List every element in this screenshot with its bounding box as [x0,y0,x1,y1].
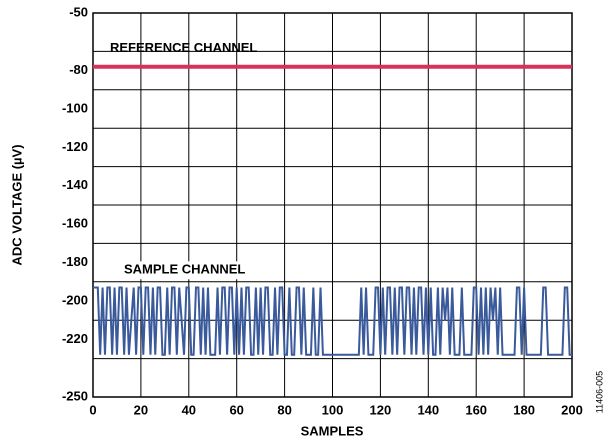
y-tick-label: -220 [62,331,88,346]
series-label: REFERENCE CHANNEL [110,40,257,55]
x-tick-label: 140 [417,402,439,417]
x-tick-label: 40 [182,402,196,417]
x-tick-label: 100 [322,402,344,417]
y-tick-label: -50 [69,4,88,19]
x-tick-label: 80 [277,402,291,417]
x-tick-label: 120 [370,402,392,417]
y-axis-title: ADC VOLTAGE (µV) [9,144,24,265]
x-tick-label: 60 [229,402,243,417]
y-tick-label: -180 [62,254,88,269]
x-tick-label: 20 [134,402,148,417]
x-tick-label: 200 [561,402,583,417]
y-tick-label: -200 [62,292,88,307]
y-tick-label: -100 [62,100,88,115]
series-label: SAMPLE CHANNEL [124,262,245,277]
y-tick-label: -120 [62,139,88,154]
x-tick-label: 0 [89,402,96,417]
y-tick-label: -250 [62,388,88,403]
y-tick-label: -80 [69,62,88,77]
y-tick-label: -160 [62,216,88,231]
y-tick-label: -140 [62,177,88,192]
series-line [93,286,572,356]
label-background [120,261,273,280]
x-axis-title: SAMPLES [301,423,364,438]
x-tick-label: 160 [465,402,487,417]
x-tick-label: 180 [513,402,535,417]
side-note: 11406-005 [594,371,604,413]
